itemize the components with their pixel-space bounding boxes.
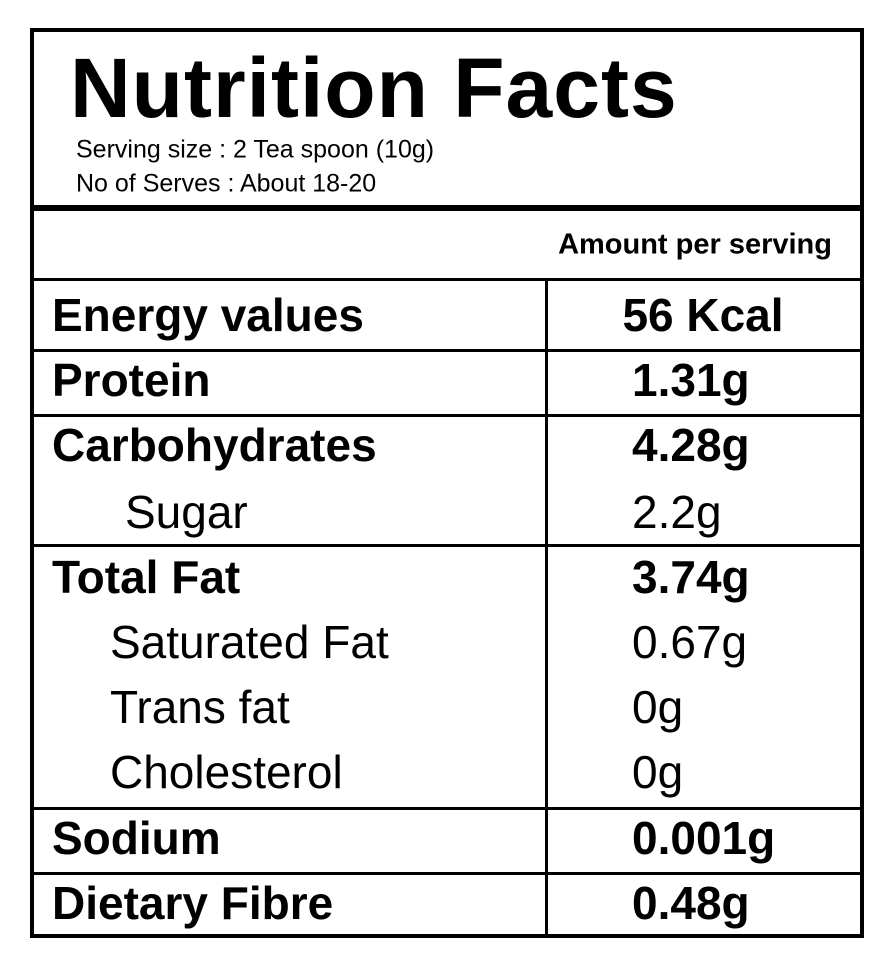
row-value: 4.28g [632, 419, 750, 471]
row-label: Trans fat [110, 681, 290, 733]
divider [34, 544, 860, 547]
row-value: 0g [632, 681, 684, 733]
row-value: 0g [632, 746, 684, 798]
divider [34, 278, 860, 281]
row-value: 0.48g [632, 877, 750, 929]
row-value: 0.67g [632, 616, 748, 668]
row-value: 3.74g [632, 551, 750, 603]
row-label: Saturated Fat [110, 616, 389, 668]
row-label: Energy values [52, 289, 364, 341]
row-label: Cholesterol [110, 746, 343, 798]
row-label: Sodium [52, 812, 221, 864]
row-label: Protein [52, 354, 211, 406]
row-label: Total Fat [52, 551, 241, 603]
divider [34, 205, 860, 211]
divider [34, 349, 860, 352]
serves: No of Serves : About 18-20 [76, 169, 377, 198]
serving-size: Serving size : 2 Tea spoon (10g) [76, 135, 435, 164]
row-label: Carbohydrates [52, 419, 377, 471]
row-value: 2.2g [632, 486, 722, 538]
row-value: 1.31g [632, 354, 750, 406]
divider [34, 872, 860, 875]
label-border [30, 28, 864, 938]
column-divider [545, 280, 548, 934]
row-value: 0.001g [632, 812, 776, 864]
row-value: 56 Kcal [622, 289, 784, 341]
row-label: Sugar [125, 486, 248, 538]
divider [34, 414, 860, 417]
title: Nutrition Facts [70, 41, 678, 135]
divider [34, 807, 860, 810]
column-header: Amount per serving [558, 228, 832, 261]
row-label: Dietary Fibre [52, 877, 334, 929]
